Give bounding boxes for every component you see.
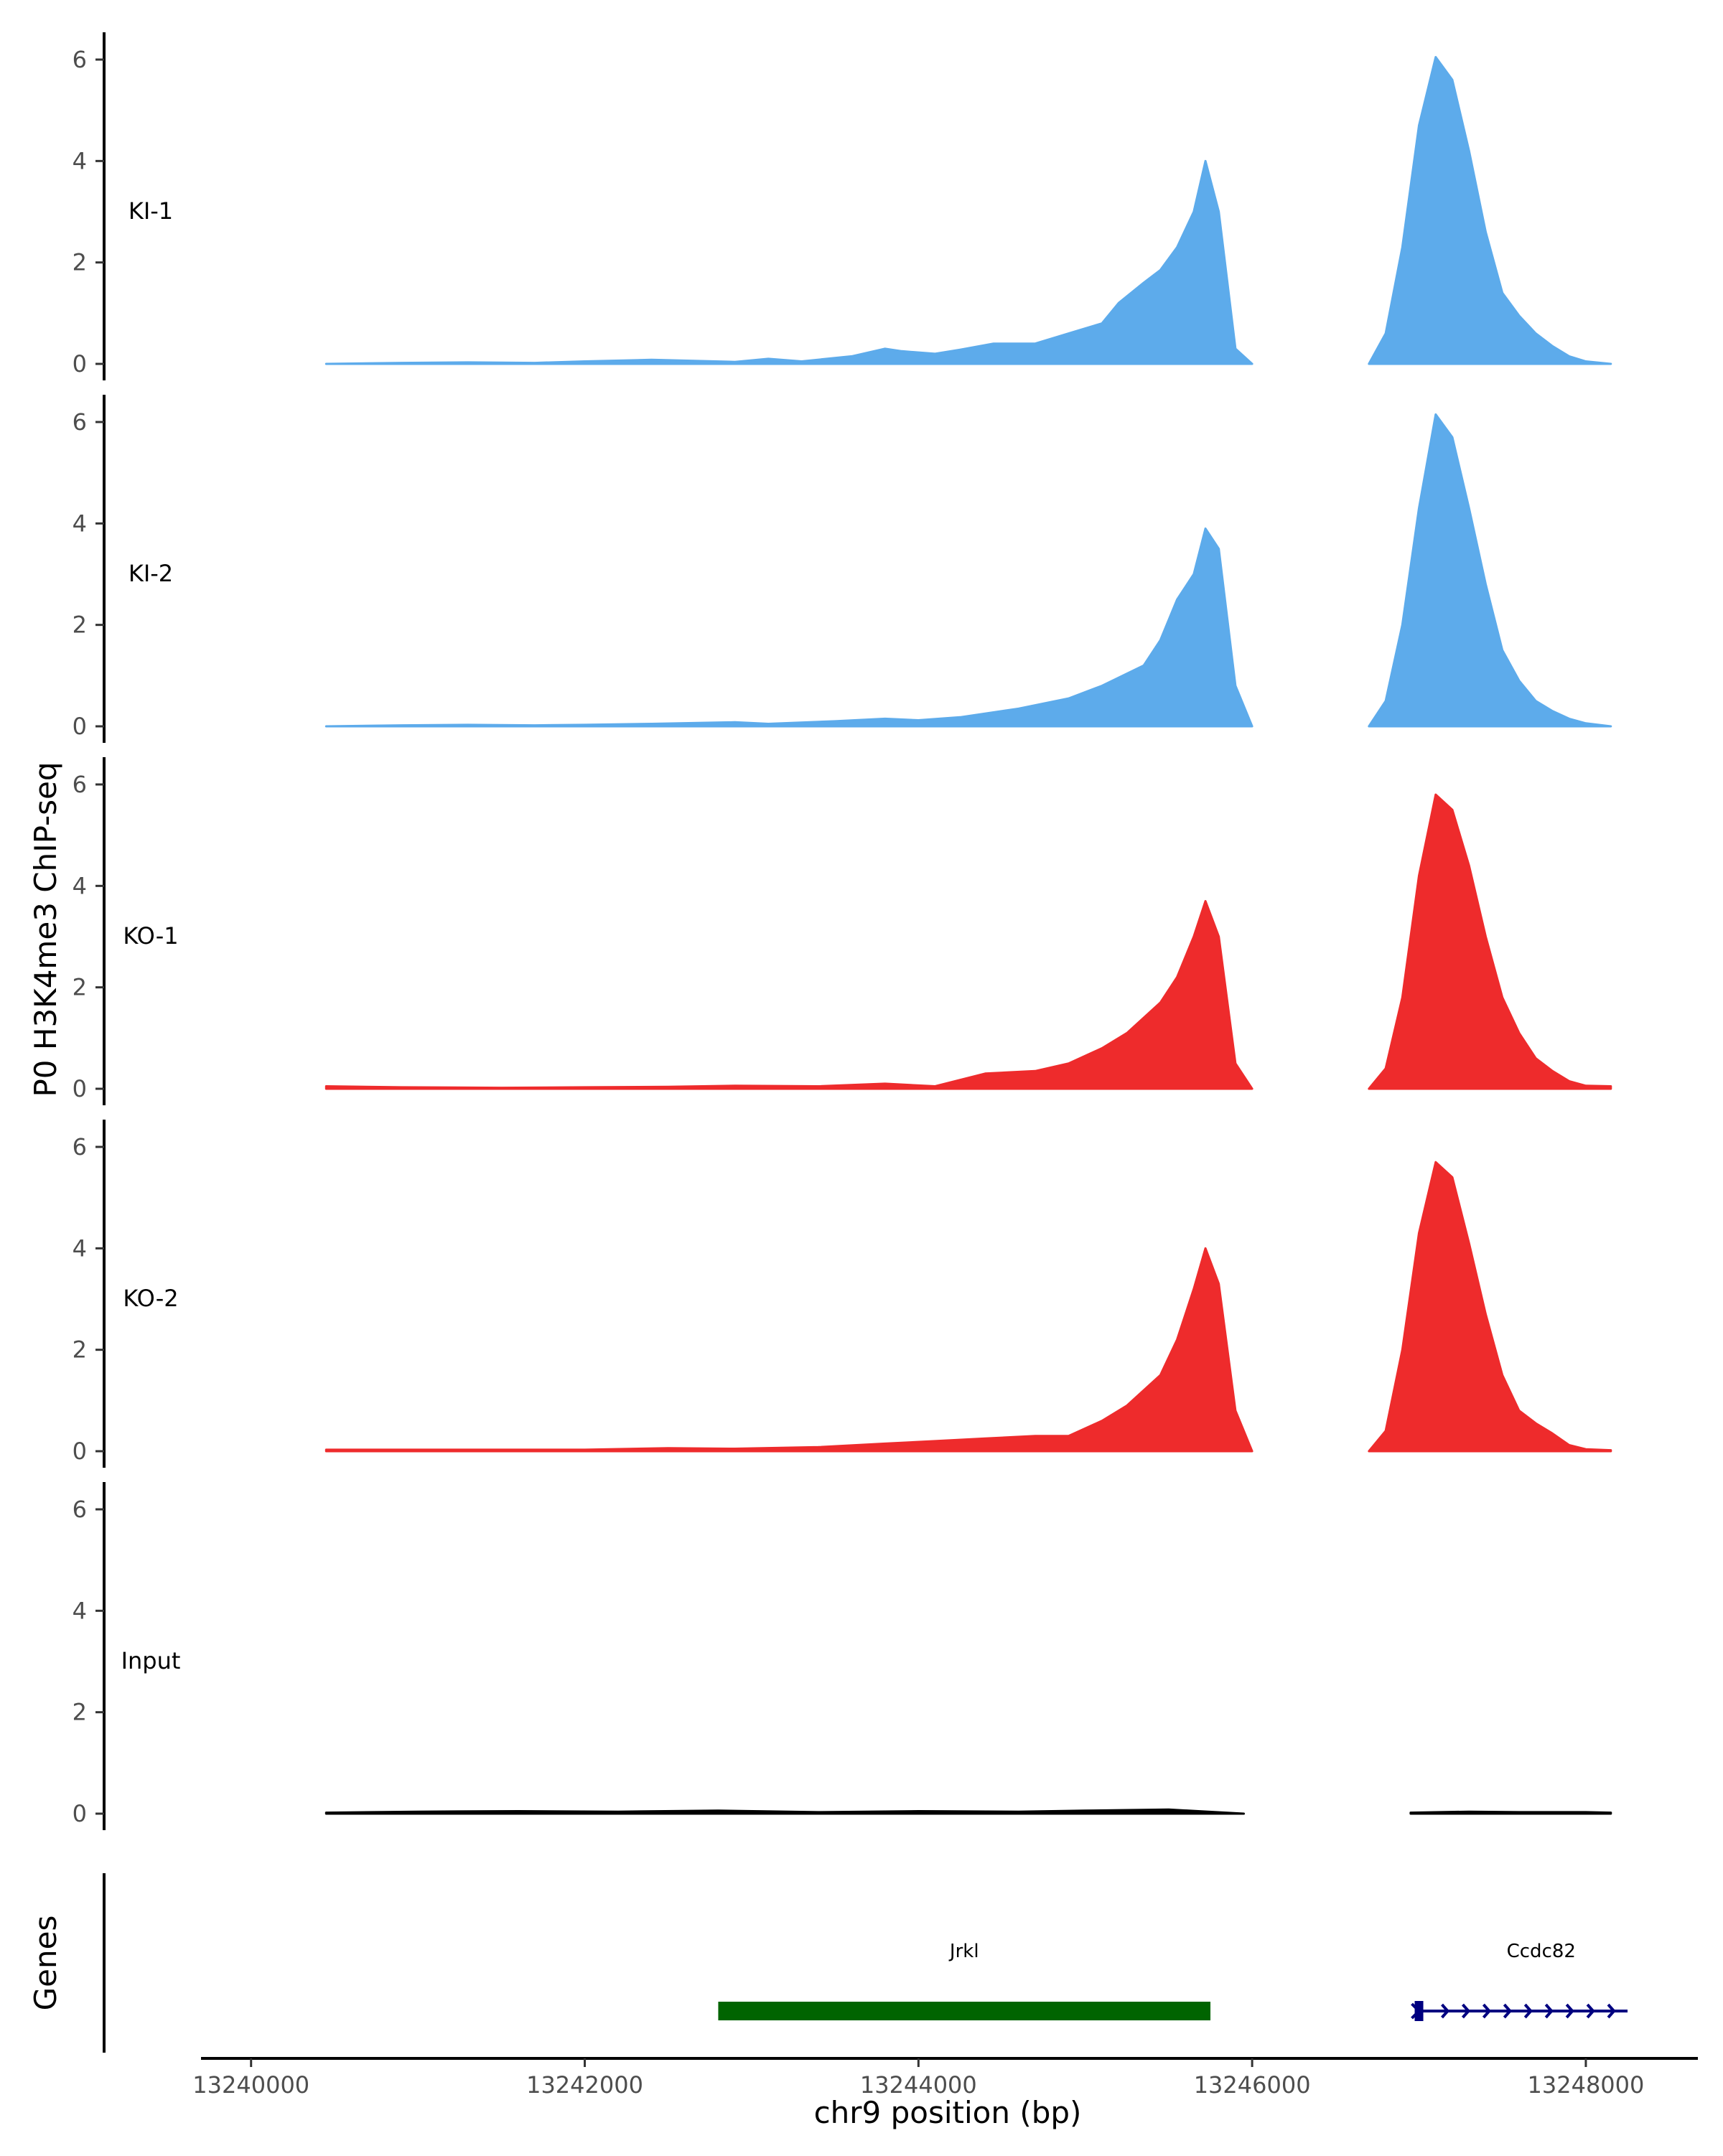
strand-arrow — [1441, 2003, 1450, 2019]
track-label: KI-2 — [129, 560, 173, 587]
x-tick-label: 13246000 — [1194, 2071, 1311, 2099]
strand-arrow — [1607, 2003, 1616, 2019]
x-axis: 13240000 13242000 13244000 13246000 13248000 — [192, 2057, 1698, 2099]
track-label: KO-2 — [123, 1285, 178, 1312]
coverage-area — [324, 900, 1253, 1090]
y-tick-label: 4 — [73, 1597, 87, 1624]
strand-arrow — [1523, 2003, 1533, 2019]
y-tick-label: 2 — [73, 974, 87, 1001]
track-ko-1: 0 2 4 6 KO-1 — [73, 757, 1612, 1105]
track-ki-2: 0 2 4 6 KI-2 — [73, 395, 1612, 743]
y-tick-label: 4 — [73, 872, 87, 899]
y-tick-label: 4 — [73, 147, 87, 174]
strand-arrow — [1482, 2003, 1492, 2019]
y-tick-label: 0 — [73, 1438, 87, 1465]
coverage-area — [1368, 793, 1612, 1090]
gene-jrkl: Jrkl — [718, 1941, 1211, 2020]
y-tick-label: 6 — [73, 1496, 87, 1523]
strand-arrow — [1544, 2003, 1554, 2019]
y-tick-label: 0 — [73, 713, 87, 740]
track-ki-1: 0 2 4 6 KI-1 — [73, 32, 1612, 380]
y-tick-label: 0 — [73, 1800, 87, 1827]
x-tick-label: 13248000 — [1528, 2071, 1645, 2099]
y-axis-title: P0 H3K4me3 ChIP-seq — [28, 761, 63, 1097]
track-ko-2: 0 2 4 6 KO-2 — [73, 1120, 1612, 1468]
y-tick-label: 6 — [73, 771, 87, 798]
y-tick-label: 6 — [73, 408, 87, 436]
y-tick-label: 6 — [73, 1133, 87, 1161]
y-tick-label: 2 — [73, 1699, 87, 1726]
coverage-area — [1409, 1810, 1612, 1815]
genes-layer: Genes Jrkl Ccdc82 — [28, 1873, 1628, 2053]
gene-label: Jrkl — [948, 1941, 979, 1962]
coverage-area — [324, 159, 1253, 365]
y-tick-label: 0 — [73, 1075, 87, 1102]
strand-arrow — [1586, 2003, 1595, 2019]
genes-track-title: Genes — [28, 1916, 63, 2011]
x-tick-label: 13244000 — [860, 2071, 977, 2099]
track-input: 0 2 4 6 Input — [73, 1482, 1612, 1830]
coverage-area — [1368, 56, 1612, 365]
x-tick-label: 13240000 — [192, 2071, 309, 2099]
y-tick-label: 4 — [73, 1234, 87, 1262]
y-tick-label: 2 — [73, 611, 87, 639]
coverage-area — [1368, 413, 1612, 728]
coverage-area — [1368, 1161, 1612, 1453]
x-axis-title: chr9 position (bp) — [814, 2095, 1082, 2130]
y-tick-label: 0 — [73, 350, 87, 378]
track-label: KO-1 — [123, 922, 178, 950]
coverage-area — [324, 1808, 1245, 1815]
tracks-layer: 0 2 4 6 KI-1 0 2 4 6 KI-2 0 2 4 6 KO-1 0 2 4 6 KO-2 0 2 4 6 Inpu… — [73, 32, 1612, 1830]
strand-arrow — [1503, 2003, 1513, 2019]
y-tick-label: 6 — [73, 46, 87, 73]
strand-arrow — [1461, 2003, 1471, 2019]
gene-label: Ccdc82 — [1507, 1941, 1576, 1962]
strand-arrow — [1565, 2003, 1574, 2019]
coverage-area — [324, 1247, 1253, 1453]
coverage-area — [324, 527, 1253, 728]
y-tick-label: 4 — [73, 510, 87, 537]
gene-body — [718, 2002, 1211, 2020]
y-tick-label: 2 — [73, 1336, 87, 1364]
track-label: KI-1 — [129, 197, 173, 225]
gene-ccdc82: Ccdc82 — [1411, 1941, 1628, 2021]
strand-arrow — [1411, 2002, 1421, 2020]
y-tick-label: 2 — [73, 249, 87, 276]
x-tick-label: 13242000 — [526, 2071, 643, 2099]
track-label: Input — [121, 1647, 181, 1674]
